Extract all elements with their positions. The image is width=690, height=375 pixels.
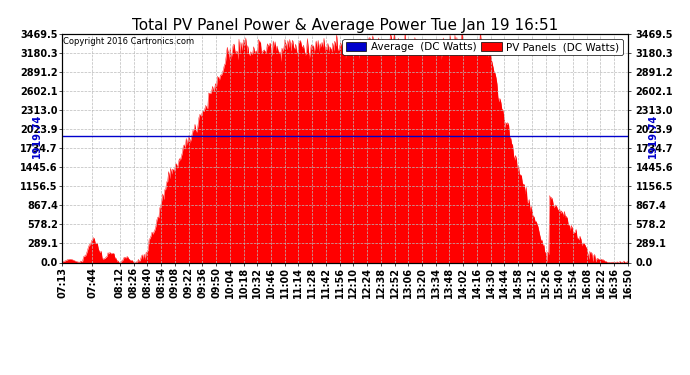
Title: Total PV Panel Power & Average Power Tue Jan 19 16:51: Total PV Panel Power & Average Power Tue… bbox=[132, 18, 558, 33]
Text: 1919.74: 1919.74 bbox=[32, 114, 41, 158]
Legend: Average  (DC Watts), PV Panels  (DC Watts): Average (DC Watts), PV Panels (DC Watts) bbox=[342, 39, 622, 56]
Text: 1919.74: 1919.74 bbox=[649, 114, 658, 158]
Text: Copyright 2016 Cartronics.com: Copyright 2016 Cartronics.com bbox=[63, 37, 195, 46]
